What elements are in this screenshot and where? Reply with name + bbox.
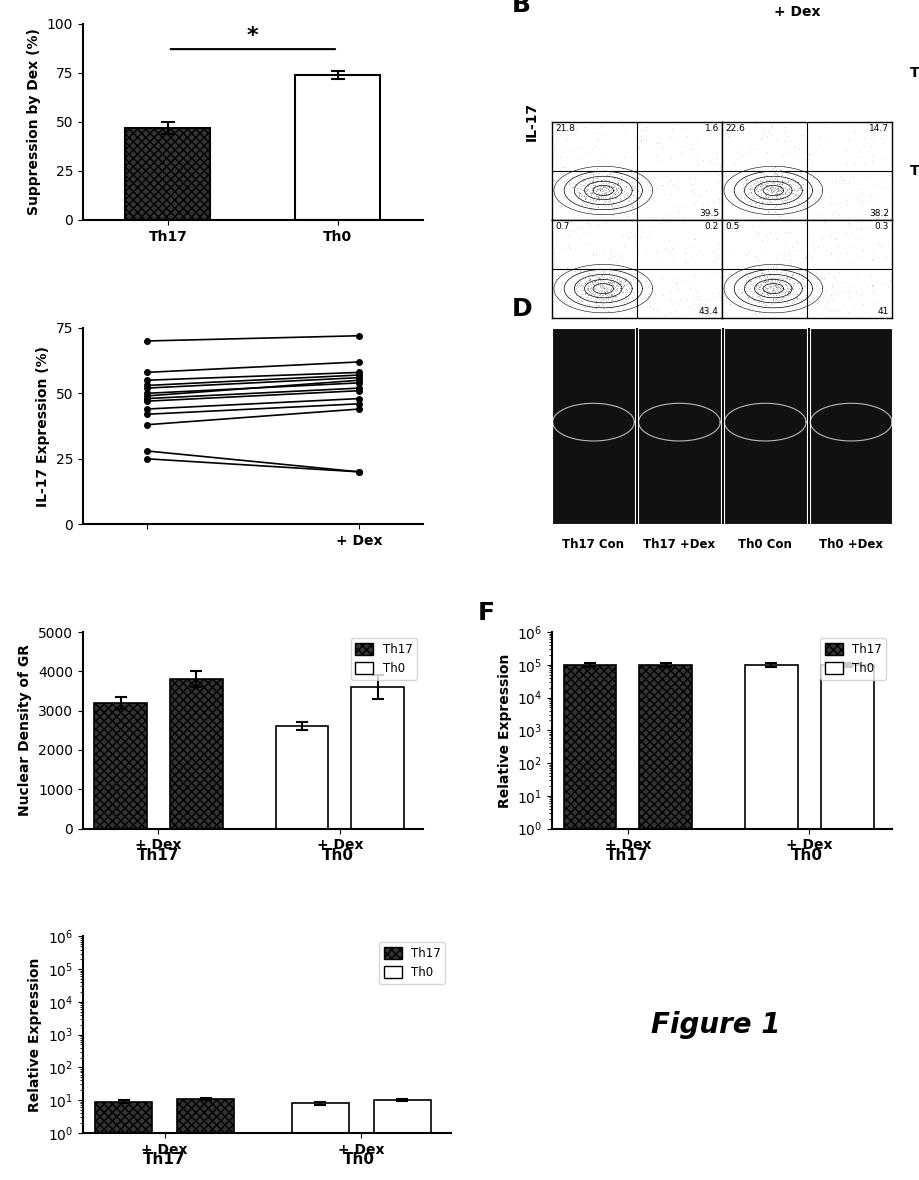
Text: Th0 +Dex: Th0 +Dex — [818, 538, 882, 551]
Text: Th0 Con: Th0 Con — [738, 538, 791, 551]
Bar — [94, 703, 147, 828]
Text: Th17: Th17 — [136, 848, 178, 863]
Text: Th0: Th0 — [343, 1152, 375, 1167]
Text: Th0: Th0 — [908, 164, 919, 178]
Legend: Th17, Th0: Th17, Th0 — [819, 638, 886, 680]
Bar — [176, 1099, 234, 1180]
Bar — [744, 664, 797, 1180]
Bar — [351, 687, 403, 828]
Text: Figure 1: Figure 1 — [651, 1011, 780, 1038]
Y-axis label: Relative Expression: Relative Expression — [28, 957, 42, 1112]
Bar — [639, 664, 691, 1180]
Text: D: D — [511, 297, 531, 321]
Text: Th17: Th17 — [908, 66, 919, 80]
Bar — [125, 127, 210, 219]
Text: Th0: Th0 — [790, 848, 823, 863]
Bar — [563, 664, 616, 1180]
Text: Th17 Con: Th17 Con — [562, 538, 624, 551]
Text: Th17: Th17 — [605, 848, 648, 863]
Bar — [809, 328, 891, 524]
Bar — [373, 1100, 430, 1180]
Text: F: F — [477, 602, 494, 625]
Y-axis label: Relative Expression: Relative Expression — [497, 654, 511, 807]
Y-axis label: IL-17 Expression (%): IL-17 Expression (%) — [36, 346, 50, 506]
Bar — [169, 680, 222, 828]
Bar — [95, 1102, 153, 1180]
Text: + Dex: + Dex — [773, 5, 820, 19]
Bar — [723, 328, 806, 524]
Bar — [820, 664, 872, 1180]
Bar — [291, 1103, 348, 1180]
Legend: Th17, Th0: Th17, Th0 — [350, 638, 416, 680]
Legend: Th17, Th0: Th17, Th0 — [379, 943, 445, 984]
Text: Th17 +Dex: Th17 +Dex — [642, 538, 715, 551]
Y-axis label: Suppression by Dex (%): Suppression by Dex (%) — [28, 28, 41, 215]
Bar — [295, 74, 380, 219]
Bar — [551, 328, 634, 524]
Text: IFN-γ: IFN-γ — [701, 223, 743, 237]
Text: IL-17: IL-17 — [524, 103, 539, 142]
Text: B: B — [511, 0, 530, 17]
Bar — [638, 328, 720, 524]
Y-axis label: Nuclear Density of GR: Nuclear Density of GR — [18, 644, 32, 817]
Bar — [276, 727, 328, 828]
Text: Th0: Th0 — [322, 848, 354, 863]
Text: Th17: Th17 — [142, 1152, 185, 1167]
Text: *: * — [247, 26, 258, 46]
